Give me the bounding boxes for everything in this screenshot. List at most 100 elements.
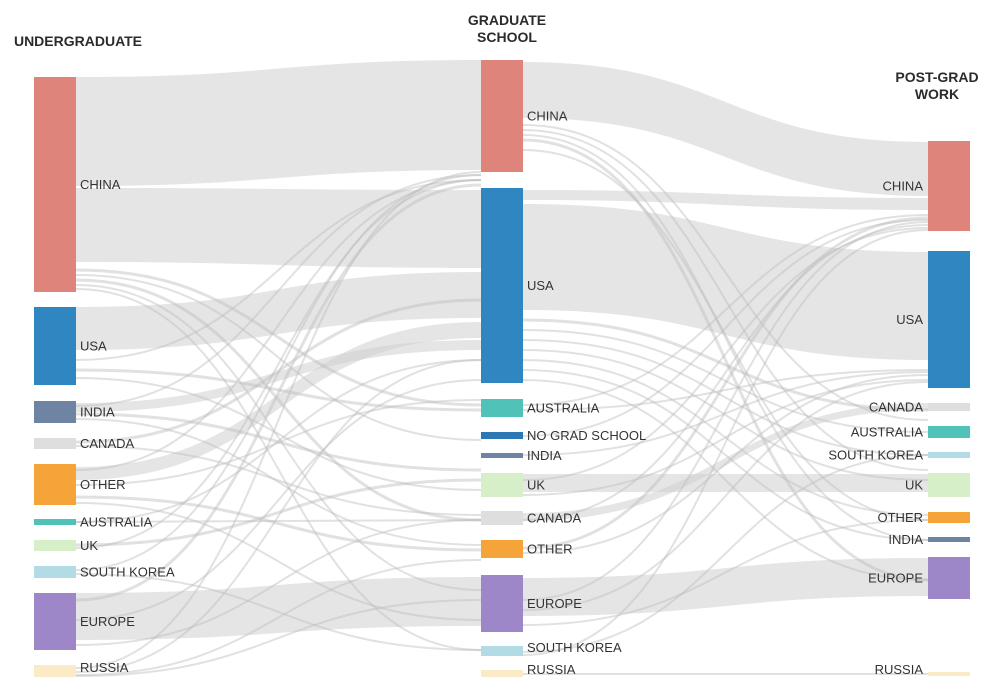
node-g-australia bbox=[481, 399, 523, 417]
thin-flow-ug-30 bbox=[75, 599, 482, 677]
node-g-no-grad bbox=[481, 432, 523, 439]
flow-u-china-to-g-china bbox=[76, 60, 481, 186]
thin-flow-ug-4 bbox=[75, 284, 482, 591]
thin-flow-gp-6 bbox=[522, 318, 929, 412]
thin-flow-ug-1 bbox=[75, 268, 482, 407]
thin-flow-gp-25 bbox=[522, 454, 929, 653]
column-title-2-line-2: SCHOOL bbox=[477, 29, 537, 45]
label-g-uk: UK bbox=[527, 478, 545, 493]
thin-flow-gp-14 bbox=[522, 369, 929, 411]
thin-flow-ug-3 bbox=[75, 278, 482, 522]
label-u-india: INDIA bbox=[80, 405, 115, 420]
node-p-usa bbox=[928, 251, 970, 388]
thin-flow-gp-15 bbox=[522, 219, 929, 437]
thin-flow-ug-25 bbox=[75, 379, 482, 621]
flow-u-india-to-g-usa bbox=[76, 340, 481, 412]
node-g-uk bbox=[481, 473, 523, 497]
thin-flows bbox=[75, 124, 929, 677]
label-u-china: CHINA bbox=[80, 177, 121, 192]
thin-flow-gp-21 bbox=[522, 374, 929, 554]
nodes bbox=[34, 60, 970, 677]
node-p-europe bbox=[928, 557, 970, 599]
thin-flow-gp-7 bbox=[522, 329, 929, 433]
label-g-china: CHINA bbox=[527, 109, 568, 124]
label-u-canada: CANADA bbox=[80, 436, 135, 451]
label-p-south-korea: SOUTH KOREA bbox=[828, 448, 923, 463]
column-title-2-line-1: GRADUATE bbox=[468, 12, 546, 28]
label-p-other: OTHER bbox=[878, 510, 924, 525]
thin-flow-gp-11 bbox=[522, 369, 929, 541]
flow-g-canada-to-p-canada bbox=[523, 403, 928, 521]
flow-g-usa-to-p-china bbox=[523, 190, 928, 210]
thin-flow-gp-16 bbox=[522, 371, 929, 456]
label-p-india: INDIA bbox=[888, 532, 923, 547]
thin-flow-ug-22 bbox=[75, 174, 482, 571]
label-g-canada: CANADA bbox=[527, 511, 582, 526]
node-u-uk bbox=[34, 540, 76, 551]
thin-flow-ug-27 bbox=[75, 171, 482, 669]
thin-flow-gp-13 bbox=[522, 214, 929, 406]
node-u-europe bbox=[34, 593, 76, 650]
node-g-china bbox=[481, 60, 523, 172]
flow-g-china-to-p-china bbox=[523, 62, 928, 196]
label-g-australia: AUSTRALIA bbox=[527, 401, 600, 416]
thin-flow-ug-21 bbox=[75, 179, 482, 549]
node-labels: CHINA USA INDIA CANADA OTHER AUSTRALIA UK SOUTH… bbox=[80, 109, 923, 678]
label-u-australia: AUSTRALIA bbox=[80, 515, 153, 530]
label-g-russia: RUSSIA bbox=[527, 662, 576, 677]
thin-flow-ug-13 bbox=[75, 445, 482, 516]
node-p-india bbox=[928, 537, 970, 542]
thin-flow-ug-17 bbox=[75, 502, 482, 621]
thin-flow-ug-12 bbox=[75, 298, 482, 444]
thin-flow-gp-3 bbox=[522, 134, 929, 541]
flow-u-other-to-g-usa bbox=[76, 322, 481, 480]
node-p-south-korea bbox=[928, 452, 970, 458]
node-p-russia bbox=[928, 672, 970, 676]
label-p-usa: USA bbox=[896, 312, 923, 327]
label-u-other: OTHER bbox=[80, 477, 126, 492]
label-g-other: OTHER bbox=[527, 542, 573, 557]
label-p-australia: AUSTRALIA bbox=[851, 425, 924, 440]
label-u-uk: UK bbox=[80, 538, 98, 553]
label-g-europe: EUROPE bbox=[527, 596, 582, 611]
thin-flow-gp-5 bbox=[522, 149, 929, 521]
node-u-india bbox=[34, 401, 76, 423]
node-u-south-korea bbox=[34, 566, 76, 578]
node-p-other bbox=[928, 512, 970, 523]
column-title-1-line-1: UNDERGRADUATE bbox=[14, 33, 142, 49]
thin-flow-ug-20 bbox=[75, 478, 482, 547]
label-g-no-grad: NO GRAD SCHOOL bbox=[527, 428, 646, 443]
thin-flow-gp-23 bbox=[522, 381, 929, 611]
thin-flow-gp-19 bbox=[522, 224, 929, 521]
node-g-other bbox=[481, 540, 523, 558]
thin-flow-gp-22 bbox=[522, 221, 929, 601]
thin-flow-ug-10 bbox=[75, 412, 482, 472]
thin-flow-ug-15 bbox=[75, 399, 482, 486]
node-g-india bbox=[481, 453, 523, 458]
thin-flow-ug-16 bbox=[75, 495, 482, 552]
thin-flow-gp-12 bbox=[522, 379, 929, 581]
node-p-canada bbox=[928, 403, 970, 411]
thin-flow-ug-5 bbox=[75, 288, 482, 651]
node-p-australia bbox=[928, 426, 970, 438]
thin-flow-ug-8 bbox=[75, 377, 482, 491]
thin-flow-ug-26 bbox=[75, 519, 482, 646]
node-g-usa bbox=[481, 188, 523, 383]
label-g-south-korea: SOUTH KOREA bbox=[527, 640, 622, 655]
thin-flow-ug-28 bbox=[75, 359, 482, 673]
label-g-india: INDIA bbox=[527, 448, 562, 463]
thin-flow-gp-9 bbox=[522, 349, 929, 481]
thin-flow-ug-29 bbox=[75, 559, 482, 676]
label-p-russia: RUSSIA bbox=[875, 662, 924, 677]
label-u-europe: EUROPE bbox=[80, 614, 135, 629]
label-p-uk: UK bbox=[905, 478, 923, 493]
node-p-china bbox=[928, 141, 970, 231]
thin-flow-ug-24 bbox=[75, 183, 482, 602]
thin-flow-gp-26 bbox=[522, 229, 929, 656]
label-p-china: CHINA bbox=[883, 179, 924, 194]
thin-flow-ug-14 bbox=[75, 179, 482, 471]
flow-u-europe-to-g-europe bbox=[76, 577, 481, 640]
thin-flow-ug-18 bbox=[75, 359, 482, 523]
